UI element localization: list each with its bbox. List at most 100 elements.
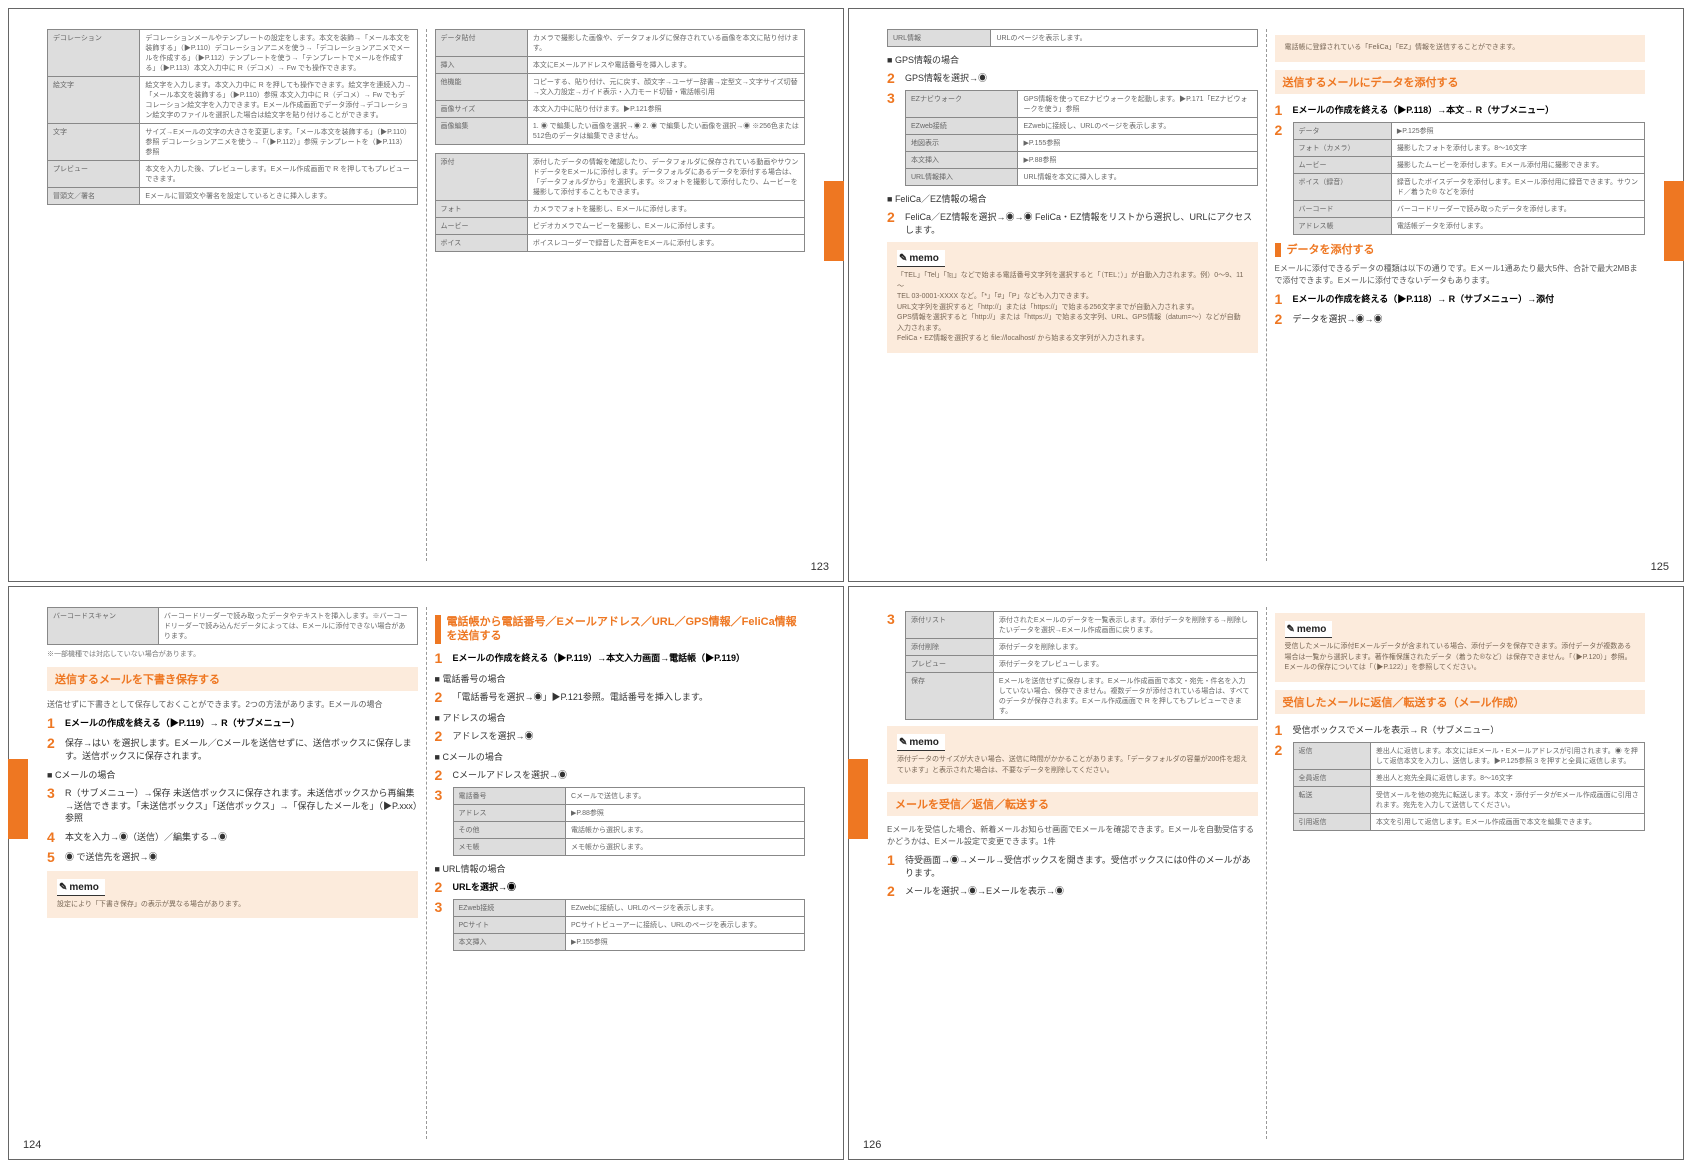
cell: カメラでフォトを撮影し、Eメールに添付します。 — [527, 201, 804, 218]
cell: PCサイトビューアーに接続し、URLのページを表示します。 — [565, 916, 804, 933]
step-num: 3 — [887, 90, 905, 186]
cell-hdr: EZweb接続 — [453, 899, 565, 916]
sub-cmail: Cメールの場合 — [435, 750, 806, 763]
cell-hdr: EZweb接続 — [906, 118, 1018, 135]
section-reply: 受信したメールに返信／転送する（メール作成） — [1275, 690, 1646, 714]
attach-options-table: データ▶P.125参照 フォト（カメラ）撮影したフォトを添付します。8～16文字… — [1293, 122, 1646, 235]
page-126-right-col: memo 受信したメールに添付Eメールデータが含まれている場合、添付データを保存… — [1266, 607, 1654, 1139]
cell-hdr: その他 — [453, 821, 565, 838]
cell-hdr: URL情報 — [888, 30, 991, 47]
step-num: 1 — [47, 715, 65, 731]
step-text: 「電話番号を選択→◉」▶P.121参照。電話番号を挿入します。 — [453, 689, 806, 705]
page-124-left-col: バーコードスキャンバーコードリーダーで読み取ったデータやテキストを挿入します。※… — [39, 607, 426, 1139]
cell-hdr: 転送 — [1293, 786, 1370, 813]
cell: カメラで撮影した画像や、データフォルダに保存されている画像を本文に貼り付けます。 — [527, 30, 804, 57]
step: 3 EZweb接続EZwebに接続し、URLのページを表示します。 PCサイトP… — [435, 899, 806, 951]
step-num: 1 — [1275, 102, 1293, 118]
step: 1待受画面→◉→メール→受信ボックスを開きます。受信ボックスには0件のメールがあ… — [887, 852, 1258, 879]
cell-hdr: 画像サイズ — [435, 101, 527, 118]
cell: バーコードリーダーで読み取ったデータやテキストを挿入します。※バーコードリーダー… — [158, 608, 417, 645]
cell-hdr: 返信 — [1293, 742, 1370, 769]
cell-hdr: 保存 — [906, 673, 994, 720]
memo-title: memo — [1285, 621, 1333, 638]
memo-line: 「TEL」「Tel」「℡」などで始まる電話番号文字列を選択すると「（TEL：）」… — [897, 271, 1248, 292]
step-text: URLを選択→◉ — [453, 879, 806, 895]
cell-hdr: 引用返信 — [1293, 813, 1370, 830]
step-num: 4 — [47, 829, 65, 845]
step-text: 保存→はい を選択します。Eメール／Cメールを送信せずに、送信ボックスに保存しま… — [65, 735, 418, 762]
step-num: 2 — [1275, 742, 1293, 831]
step-text: R（サブメニュー）→保存 未送信ボックスに保存されます。未送信ボックスから再編集… — [65, 785, 418, 825]
cell-hdr: 他機能 — [435, 74, 527, 101]
cell: 添付されたEメールのデータを一覧表示します。添付データを削除する→削除したいデー… — [993, 612, 1257, 639]
cell: ▶P.155参照 — [565, 933, 804, 950]
step-num: 3 — [887, 611, 905, 720]
step-text: 待受画面→◉→メール→受信ボックスを開きます。受信ボックスには0件のメールがあり… — [905, 852, 1258, 879]
cell: ▶P.88参照 — [1018, 152, 1257, 169]
step-text: データを選択→◉→◉ — [1293, 311, 1646, 327]
cell: 添付データを削除します。 — [993, 639, 1257, 656]
page-125: URL情報URLのページを表示します。 GPS情報の場合 2GPS情報を選択→◉… — [848, 8, 1684, 582]
attach-table: 添付添付したデータの情報を確認したり、データフォルダに保存されている動画やサウン… — [435, 153, 806, 252]
step-num: 3 — [435, 787, 453, 856]
cell-hdr: 画像編集 — [435, 118, 527, 145]
url-options-table: EZweb接続EZwebに接続し、URLのページを表示します。 PCサイトPCサ… — [453, 899, 806, 951]
step-num: 3 — [435, 899, 453, 951]
step: 3R（サブメニュー）→保存 未送信ボックスに保存されます。未送信ボックスから再編… — [47, 785, 418, 825]
cell-hdr: バーコード — [1293, 200, 1391, 217]
cell: ビデオカメラでムービーを撮影し、Eメールに添付します。 — [527, 218, 804, 235]
cell-hdr: 文字 — [48, 124, 140, 161]
sub-gps: GPS情報の場合 — [887, 53, 1258, 66]
sub-addr: アドレスの場合 — [435, 711, 806, 724]
cell: 受信メールを他の宛先に転送します。本文・添付データがEメール作成画面に引用されま… — [1370, 786, 1644, 813]
memo-line: TEL 03-0001-XXXX など。「*」「#」「P」なども入力できます。 — [897, 292, 1248, 303]
cell: 録音したボイスデータを添付します。Eメール添付用に録音できます。サウンド／着うた… — [1391, 173, 1644, 200]
step: 3 電話番号Cメールで送信します。 アドレス▶P.88参照 その他電話帳から選択… — [435, 787, 806, 856]
step-num: 2 — [435, 689, 453, 705]
step-num: 2 — [887, 209, 905, 236]
memo-block: memo 添付データのサイズが大きい場合、送信に時間がかかることがあります。「デ… — [887, 726, 1258, 784]
cell-hdr: 添付削除 — [906, 639, 994, 656]
cell: 差出人に返信します。本文にはEメール・Eメールアドレスが引用されます。◉ を押し… — [1370, 742, 1644, 769]
cell: GPS情報を使ってEZナビウォークを起動します。▶P.171「EZナビウォークを… — [1018, 91, 1257, 118]
memo-line: FeliCa・EZ情報を選択すると file://localhost/ から始ま… — [897, 334, 1248, 345]
sub-tel: 電話番号の場合 — [435, 672, 806, 685]
page-123-left-col: デコレーションデコレーションメールやテンプレートの設定をします。本文を装飾→「メ… — [39, 29, 426, 561]
step-text: Eメールの作成を終える（▶P.118）→本文→ R（サブメニュー） — [1293, 102, 1646, 118]
cell: コピーする、貼り付け、元に戻す、顔文字→ユーザー辞書→定型文→文字サイズ切替→文… — [527, 74, 804, 101]
step-text: Eメールの作成を終える（▶P.119）→本文入力画面→電話帳（▶P.119） — [453, 650, 806, 666]
step: 2URLを選択→◉ — [435, 879, 806, 895]
page-126-left-col: 3 添付リスト添付されたEメールのデータを一覧表示します。添付データを削除する→… — [879, 607, 1266, 1139]
memo-top: 電話帳に登録されている「FeliCa」「EZ」情報を送信することができます。 — [1275, 35, 1646, 62]
step: 3 EZナビウォークGPS情報を使ってEZナビウォークを起動します。▶P.171… — [887, 90, 1258, 186]
cell: ボイスレコーダーで録音した音声をEメールに添付します。 — [527, 235, 804, 252]
step: 2GPS情報を選択→◉ — [887, 70, 1258, 86]
step: 2保存→はい を選択します。Eメール／Cメールを送信せずに、送信ボックスに保存し… — [47, 735, 418, 762]
cell: バーコードリーダーで読み取ったデータを添付します。 — [1391, 200, 1644, 217]
cell: 本文にEメールアドレスや電話番号を挿入します。 — [527, 57, 804, 74]
cell: Eメールに冒頭文や署名を設定しているときに挿入します。 — [140, 188, 417, 205]
memo-line: GPS情報を選択すると「http://」または「https://」で始まる文字列… — [897, 313, 1248, 334]
memo-block: memo 受信したメールに添付Eメールデータが含まれている場合、添付データを保存… — [1275, 613, 1646, 682]
cell-hdr: 本文挿入 — [906, 152, 1018, 169]
step-num: 3 — [47, 785, 65, 825]
thumb-tab — [848, 759, 868, 839]
step-text: Eメールの作成を終える（▶P.119）→ R（サブメニュー） — [65, 715, 418, 731]
thumb-tab — [824, 181, 844, 261]
cell-hdr: URL情報挿入 — [906, 169, 1018, 186]
cell: URL情報を本文に挿入します。 — [1018, 169, 1257, 186]
sub-felica: FeliCa／EZ情報の場合 — [887, 192, 1258, 205]
section-receive: メールを受信／返信／転送する — [887, 792, 1258, 816]
step: 4本文を入力→◉（送信）／編集する→◉ — [47, 829, 418, 845]
step-num: 1 — [1275, 722, 1293, 738]
cell-hdr: ムービー — [1293, 156, 1391, 173]
cell-hdr: アドレス帳 — [1293, 217, 1391, 234]
cell: URLのページを表示します。 — [991, 30, 1257, 47]
cell-hdr: データ貼付 — [435, 30, 527, 57]
cell: 添付したデータの情報を確認したり、データフォルダに保存されている動画やサウンドデ… — [527, 154, 804, 201]
cell-hdr: 全員返信 — [1293, 769, 1370, 786]
step-num: 2 — [887, 883, 905, 899]
cell: デコレーションメールやテンプレートの設定をします。本文を装飾→「メール本文を装飾… — [140, 30, 417, 77]
step-text: 受信ボックスでメールを表示→ R（サブメニュー） — [1293, 722, 1646, 738]
step: 3 添付リスト添付されたEメールのデータを一覧表示します。添付データを削除する→… — [887, 611, 1258, 720]
